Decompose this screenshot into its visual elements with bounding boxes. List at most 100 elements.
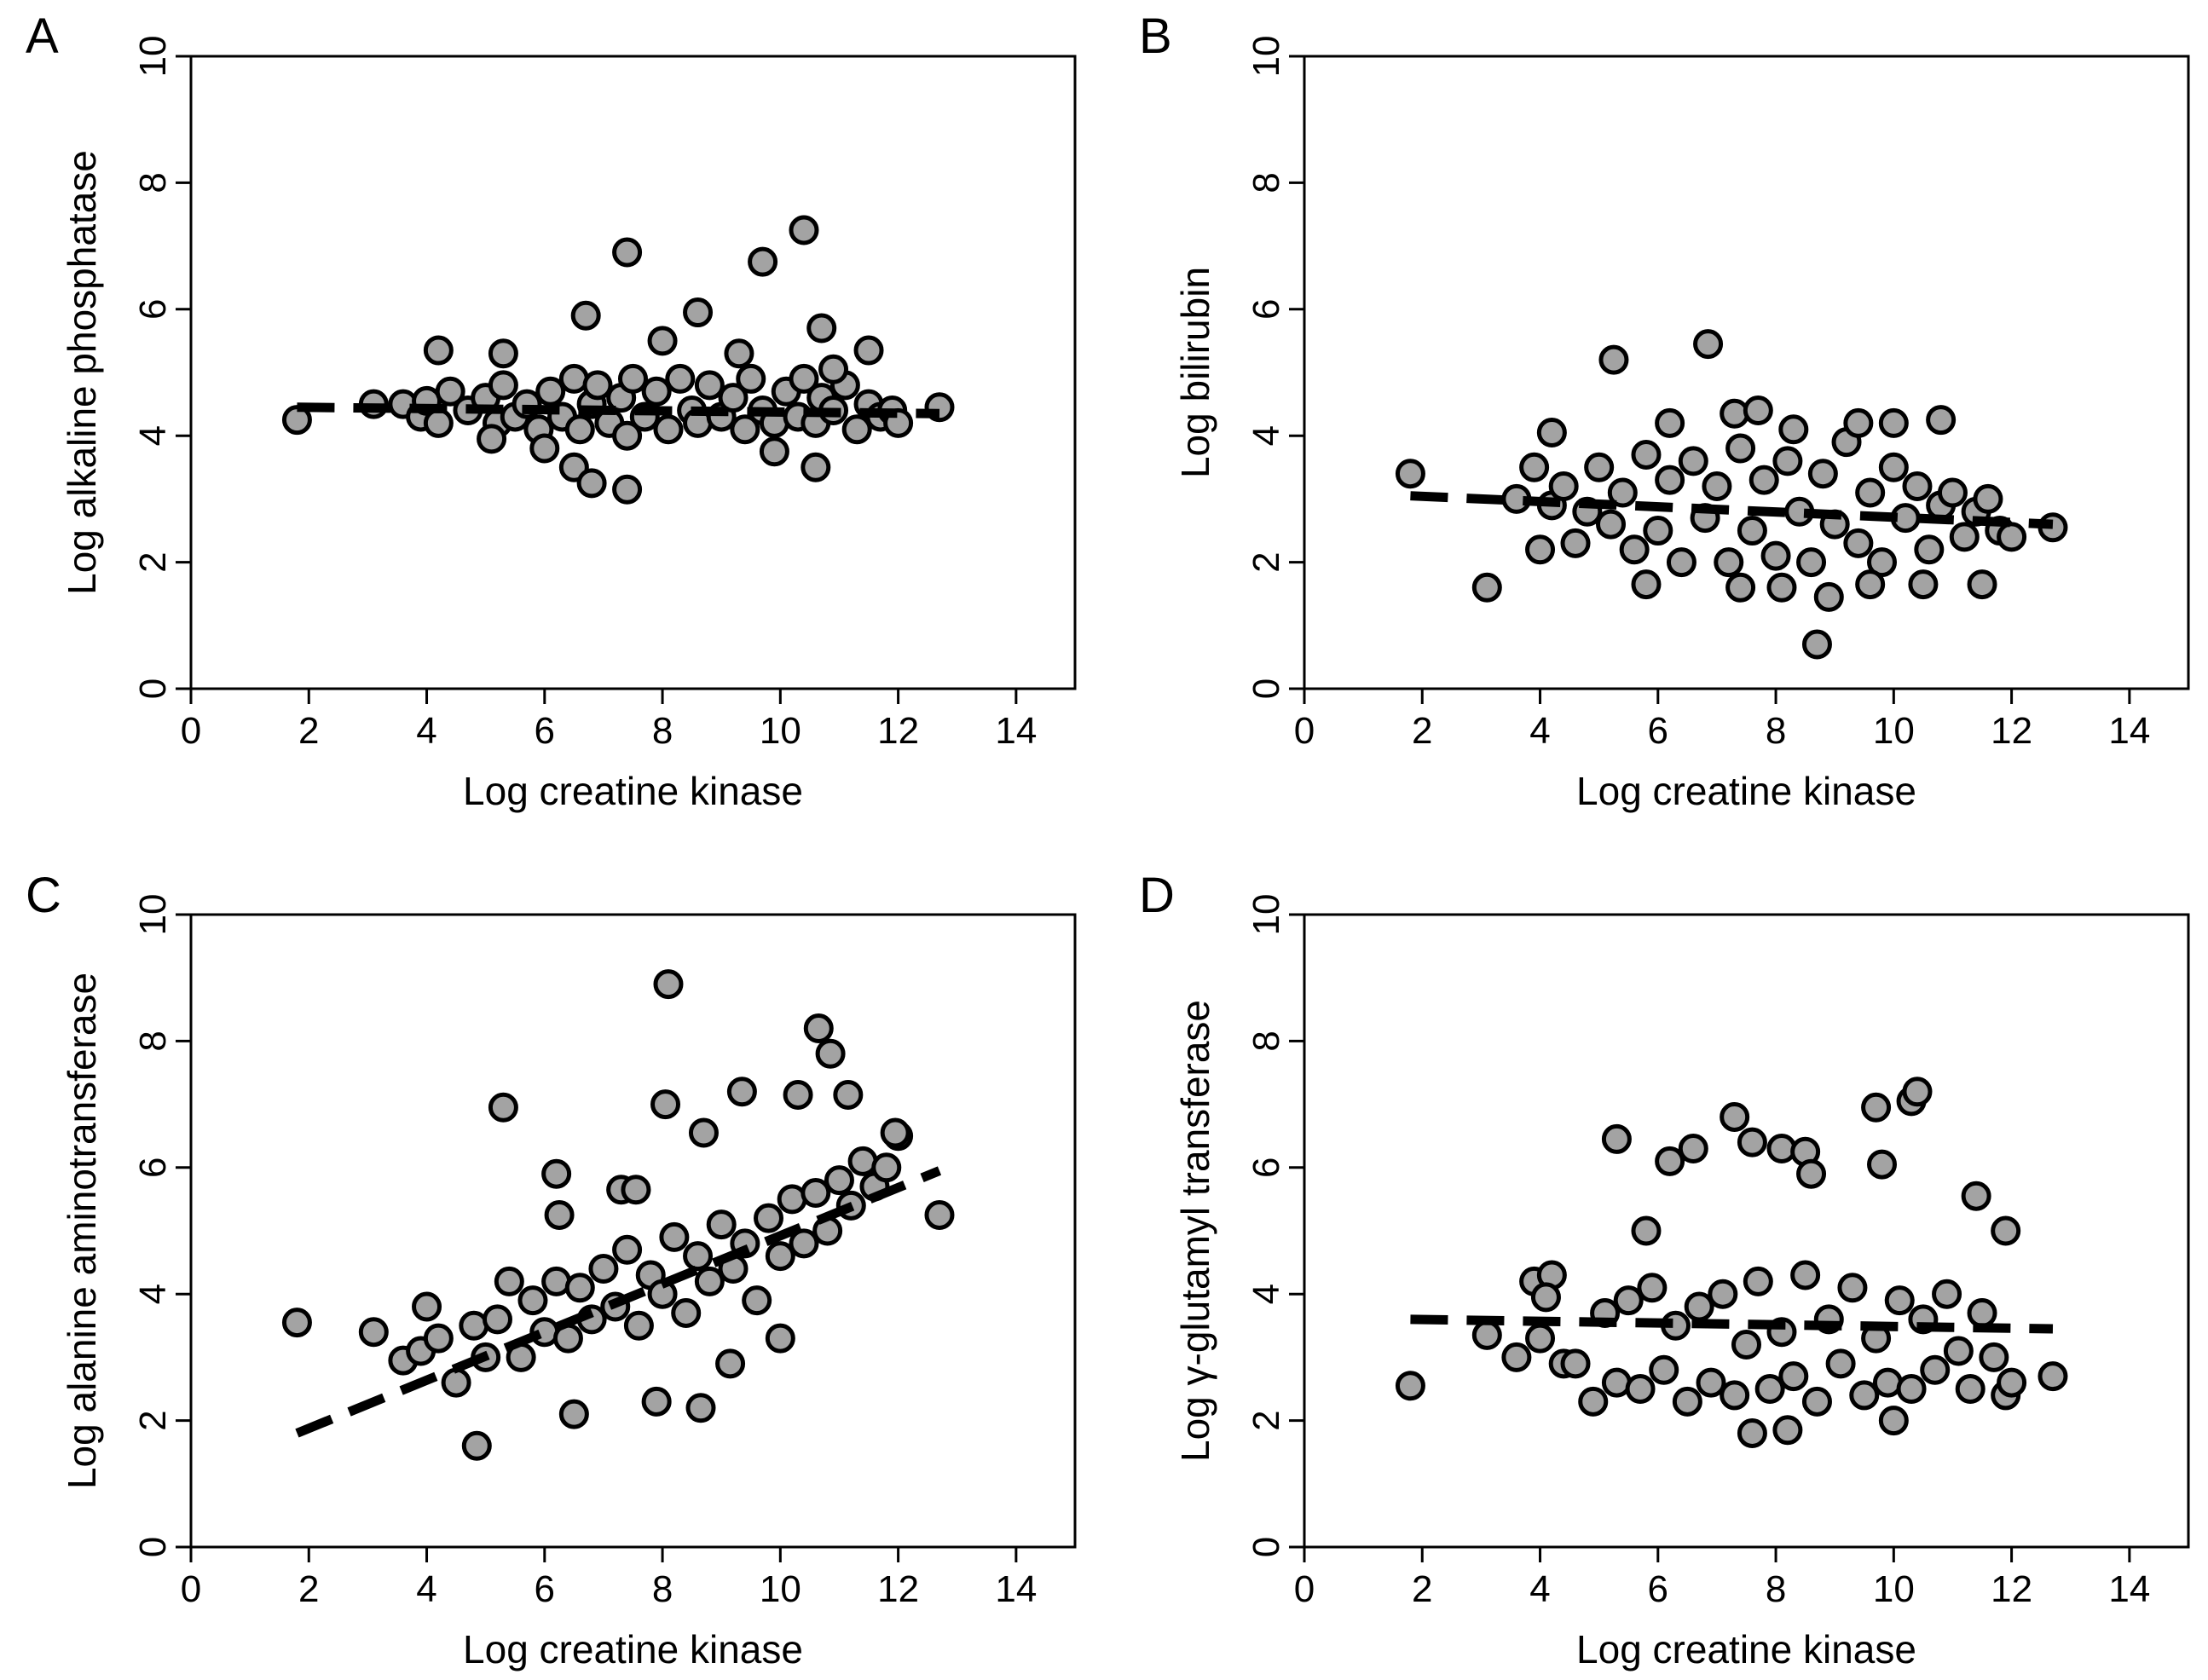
data-point-b <box>1878 407 1909 438</box>
data-point-b <box>1867 547 1898 578</box>
data-point-b <box>1619 534 1650 565</box>
data-point-b <box>1926 405 1957 436</box>
x-axis-label-c: Log creatine kinase <box>463 1627 803 1671</box>
data-point-b <box>1855 569 1886 600</box>
data-point-a <box>641 376 672 407</box>
y-tick-label-a: 6 <box>132 299 174 320</box>
y-tick-label-c: 8 <box>132 1031 174 1051</box>
data-point-b <box>1536 417 1567 447</box>
data-point-a <box>730 414 760 445</box>
y-tick-label-d: 4 <box>1246 1284 1287 1304</box>
data-point-d <box>1979 1342 2009 1372</box>
y-tick-label-d: 6 <box>1246 1158 1287 1178</box>
data-point-d <box>1501 1342 1532 1372</box>
data-point-c <box>688 1117 719 1148</box>
data-point-a <box>612 474 643 505</box>
data-point-d <box>1861 1092 1892 1123</box>
data-point-b <box>1949 522 1980 552</box>
data-point-b <box>1967 569 1997 600</box>
x-tick-label-a: 14 <box>995 710 1037 752</box>
data-point-d <box>1613 1285 1644 1316</box>
panel-d: D 0 2 4 6 8 10 12 14 0 2 4 6 8 10 Log creatine kinase Lo… <box>1139 868 2190 1671</box>
data-point-b <box>1760 540 1791 571</box>
data-point-a <box>564 414 595 445</box>
panel-b: B 0 2 4 6 8 10 12 14 0 2 4 6 8 10 Log creatine kinase Lo… <box>1139 9 2190 813</box>
data-point-c <box>641 1386 672 1417</box>
y-tick-label-c: 4 <box>132 1284 174 1304</box>
data-point-d <box>1902 1077 1933 1107</box>
data-point-c <box>588 1254 619 1285</box>
data-point-d <box>1884 1285 1915 1316</box>
data-point-b <box>1778 414 1809 445</box>
x-axis-label-a: Log creatine kinase <box>463 769 803 813</box>
data-point-d <box>1560 1348 1591 1379</box>
data-point-b <box>1748 465 1779 495</box>
data-point-d <box>1796 1158 1827 1189</box>
data-point-d <box>2037 1361 2068 1392</box>
data-point-c <box>358 1317 389 1348</box>
data-point-b <box>1902 471 1933 502</box>
y-axis-label-d: Log γ-glutamyl transferase <box>1173 1000 1217 1462</box>
data-point-a <box>570 300 601 331</box>
data-point-d <box>1471 1319 1502 1350</box>
data-point-d <box>1943 1336 1974 1366</box>
x-tick-label-c: 14 <box>995 1568 1037 1610</box>
x-tick-label-c: 4 <box>416 1568 436 1610</box>
x-tick-label-b: 4 <box>1529 710 1550 752</box>
x-tick-label-c: 0 <box>181 1568 201 1610</box>
y-tick-label-c: 6 <box>132 1158 174 1178</box>
data-point-b <box>1548 471 1579 502</box>
x-tick-label-d: 8 <box>1766 1568 1786 1610</box>
data-point-b <box>1878 452 1909 482</box>
y-tick-label-a: 2 <box>132 551 174 572</box>
data-point-d <box>1991 1215 2021 1246</box>
data-point-d <box>1720 1101 1750 1132</box>
data-point-c <box>558 1399 589 1429</box>
data-point-a <box>718 383 749 413</box>
data-point-c <box>517 1285 548 1316</box>
x-axis-label-d: Log creatine kinase <box>1576 1627 1916 1671</box>
data-point-c <box>694 1266 725 1296</box>
data-point-c <box>783 1079 813 1110</box>
data-point-c <box>423 1323 454 1354</box>
data-point-a <box>488 370 518 401</box>
y-tick-label-a: 8 <box>132 172 174 193</box>
data-point-b <box>1720 398 1750 429</box>
data-point-a <box>801 452 831 482</box>
data-point-d <box>1896 1374 1927 1404</box>
data-point-d <box>1825 1348 1856 1379</box>
data-point-c <box>803 1013 834 1044</box>
data-point-c <box>824 1165 854 1196</box>
data-point-b <box>1598 344 1629 375</box>
x-tick-label-c: 2 <box>298 1568 319 1610</box>
x-tick-label-c: 12 <box>877 1568 919 1610</box>
data-point-b <box>1525 534 1556 565</box>
data-point-b <box>1643 516 1673 546</box>
data-point-b <box>1607 477 1638 508</box>
y-axis-label-c: Log alanine aminotransferase <box>60 973 104 1489</box>
fit-line-a <box>297 402 940 419</box>
data-point-b <box>1843 528 1874 558</box>
data-point-a <box>423 335 454 366</box>
x-tick-label-a: 12 <box>877 710 919 752</box>
data-point-b <box>1702 471 1732 502</box>
x-tick-label-a: 2 <box>298 710 319 752</box>
data-point-c <box>924 1199 955 1230</box>
data-point-b <box>1937 477 1968 508</box>
y-tick-label-b: 10 <box>1246 36 1287 78</box>
data-point-c <box>541 1158 572 1189</box>
data-point-a <box>477 424 507 454</box>
data-point-b <box>1737 516 1767 546</box>
y-tick-label-b: 8 <box>1246 172 1287 193</box>
data-point-b <box>1631 569 1662 600</box>
data-point-a <box>576 468 607 499</box>
data-point-b <box>1766 572 1797 603</box>
plot-frame-a <box>189 55 1077 690</box>
data-point-a <box>535 376 566 407</box>
panel-letter-c: C <box>26 868 61 923</box>
data-point-c <box>612 1234 643 1265</box>
data-point-b <box>1655 465 1685 495</box>
y-tick-label-d: 2 <box>1246 1410 1287 1430</box>
x-tick-label-a: 8 <box>652 710 673 752</box>
x-tick-label-b: 6 <box>1648 710 1668 752</box>
